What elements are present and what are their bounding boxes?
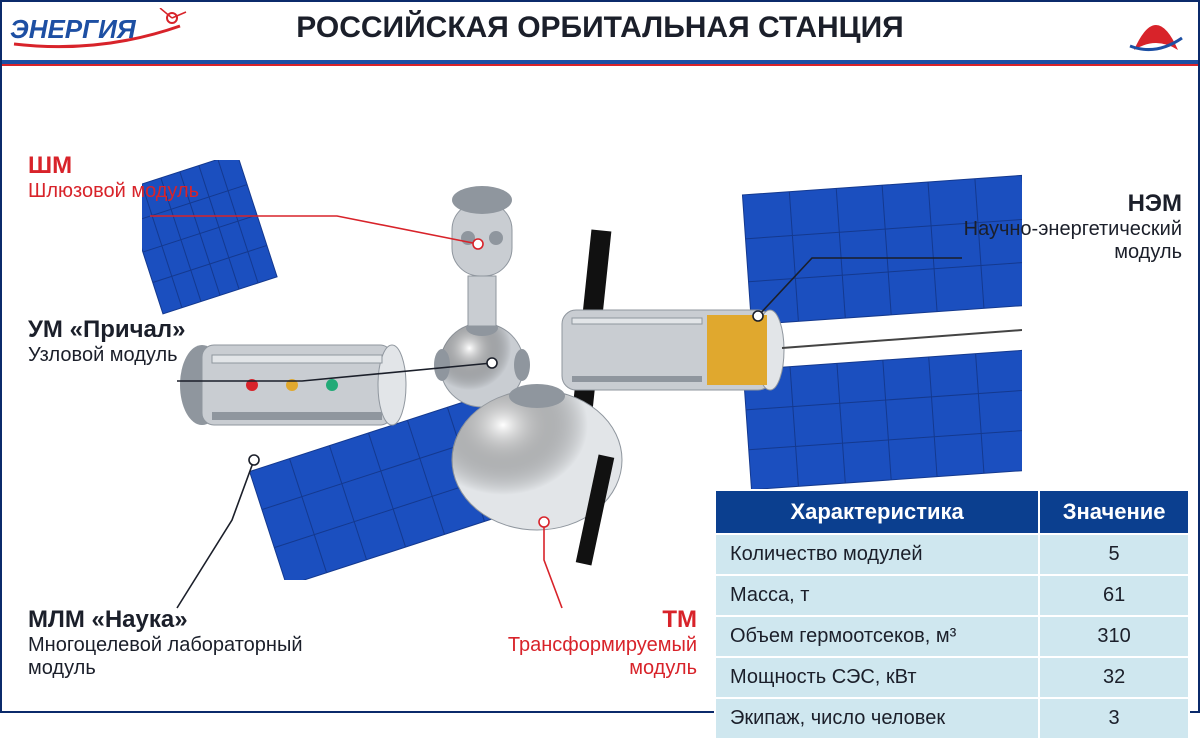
callout-um: УМ «Причал» Узловой модуль: [28, 316, 185, 367]
svg-text:ЭНЕРГИЯ: ЭНЕРГИЯ: [10, 14, 137, 44]
table-row: Экипаж, число человек3: [715, 698, 1189, 739]
callout-mlm: МЛМ «Наука» Многоцелевой лабораторный мо…: [28, 606, 303, 680]
table-row: Объем гермоотсеков, м³310: [715, 616, 1189, 657]
table-header: Значение: [1039, 490, 1189, 534]
callout-nem-code: НЭМ: [932, 190, 1182, 218]
callout-um-code: УМ «Причал»: [28, 316, 185, 344]
callout-mlm-desc: Многоцелевой лабораторный модуль: [28, 634, 303, 680]
callout-um-desc: Узловой модуль: [28, 344, 185, 367]
energia-logo-swoosh: ЭНЕРГИЯ: [10, 8, 200, 52]
callout-nem: НЭМ Научно-энергетический модуль: [932, 190, 1182, 264]
callout-shm-code: ШМ: [28, 152, 199, 180]
infographic-frame: ЭНЕРГИЯ РОССИЙСКАЯ ОРБИТАЛЬНАЯ СТАНЦИЯ: [0, 0, 1200, 713]
table-row: Мощность СЭС, кВт32: [715, 657, 1189, 698]
callout-shm: ШМ Шлюзовой модуль: [28, 152, 199, 203]
callout-mlm-code: МЛМ «Наука»: [28, 606, 303, 634]
callout-nem-desc: Научно-энергетический модуль: [932, 218, 1182, 264]
table-header: Характеристика: [715, 490, 1039, 534]
callout-shm-desc: Шлюзовой модуль: [28, 180, 199, 203]
spec-table: ХарактеристикаЗначениеКоличество модулей…: [714, 489, 1190, 740]
energia-logo: ЭНЕРГИЯ: [10, 8, 200, 52]
callout-tm-desc: Трансформируемый модуль: [472, 634, 697, 680]
roscosmos-logo-icon: [1128, 6, 1184, 61]
table-row: Масса, т61: [715, 575, 1189, 616]
content-area: ШМ Шлюзовой модуль УМ «Причал» Узловой м…: [2, 60, 1198, 705]
callout-tm: ТМ Трансформируемый модуль: [472, 606, 697, 680]
callout-tm-code: ТМ: [472, 606, 697, 634]
header: ЭНЕРГИЯ РОССИЙСКАЯ ОРБИТАЛЬНАЯ СТАНЦИЯ: [2, 2, 1198, 60]
table-row: Количество модулей5: [715, 534, 1189, 575]
